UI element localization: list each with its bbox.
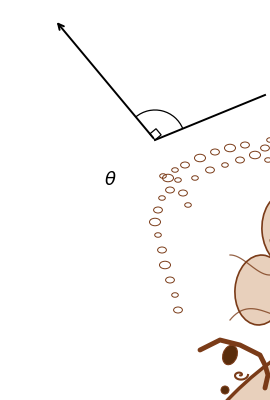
Ellipse shape <box>261 252 270 318</box>
Ellipse shape <box>222 345 237 365</box>
Text: $\theta$: $\theta$ <box>104 171 116 189</box>
Circle shape <box>140 300 270 400</box>
Circle shape <box>221 386 229 394</box>
Ellipse shape <box>235 255 270 325</box>
Circle shape <box>175 335 270 400</box>
Ellipse shape <box>262 192 270 268</box>
